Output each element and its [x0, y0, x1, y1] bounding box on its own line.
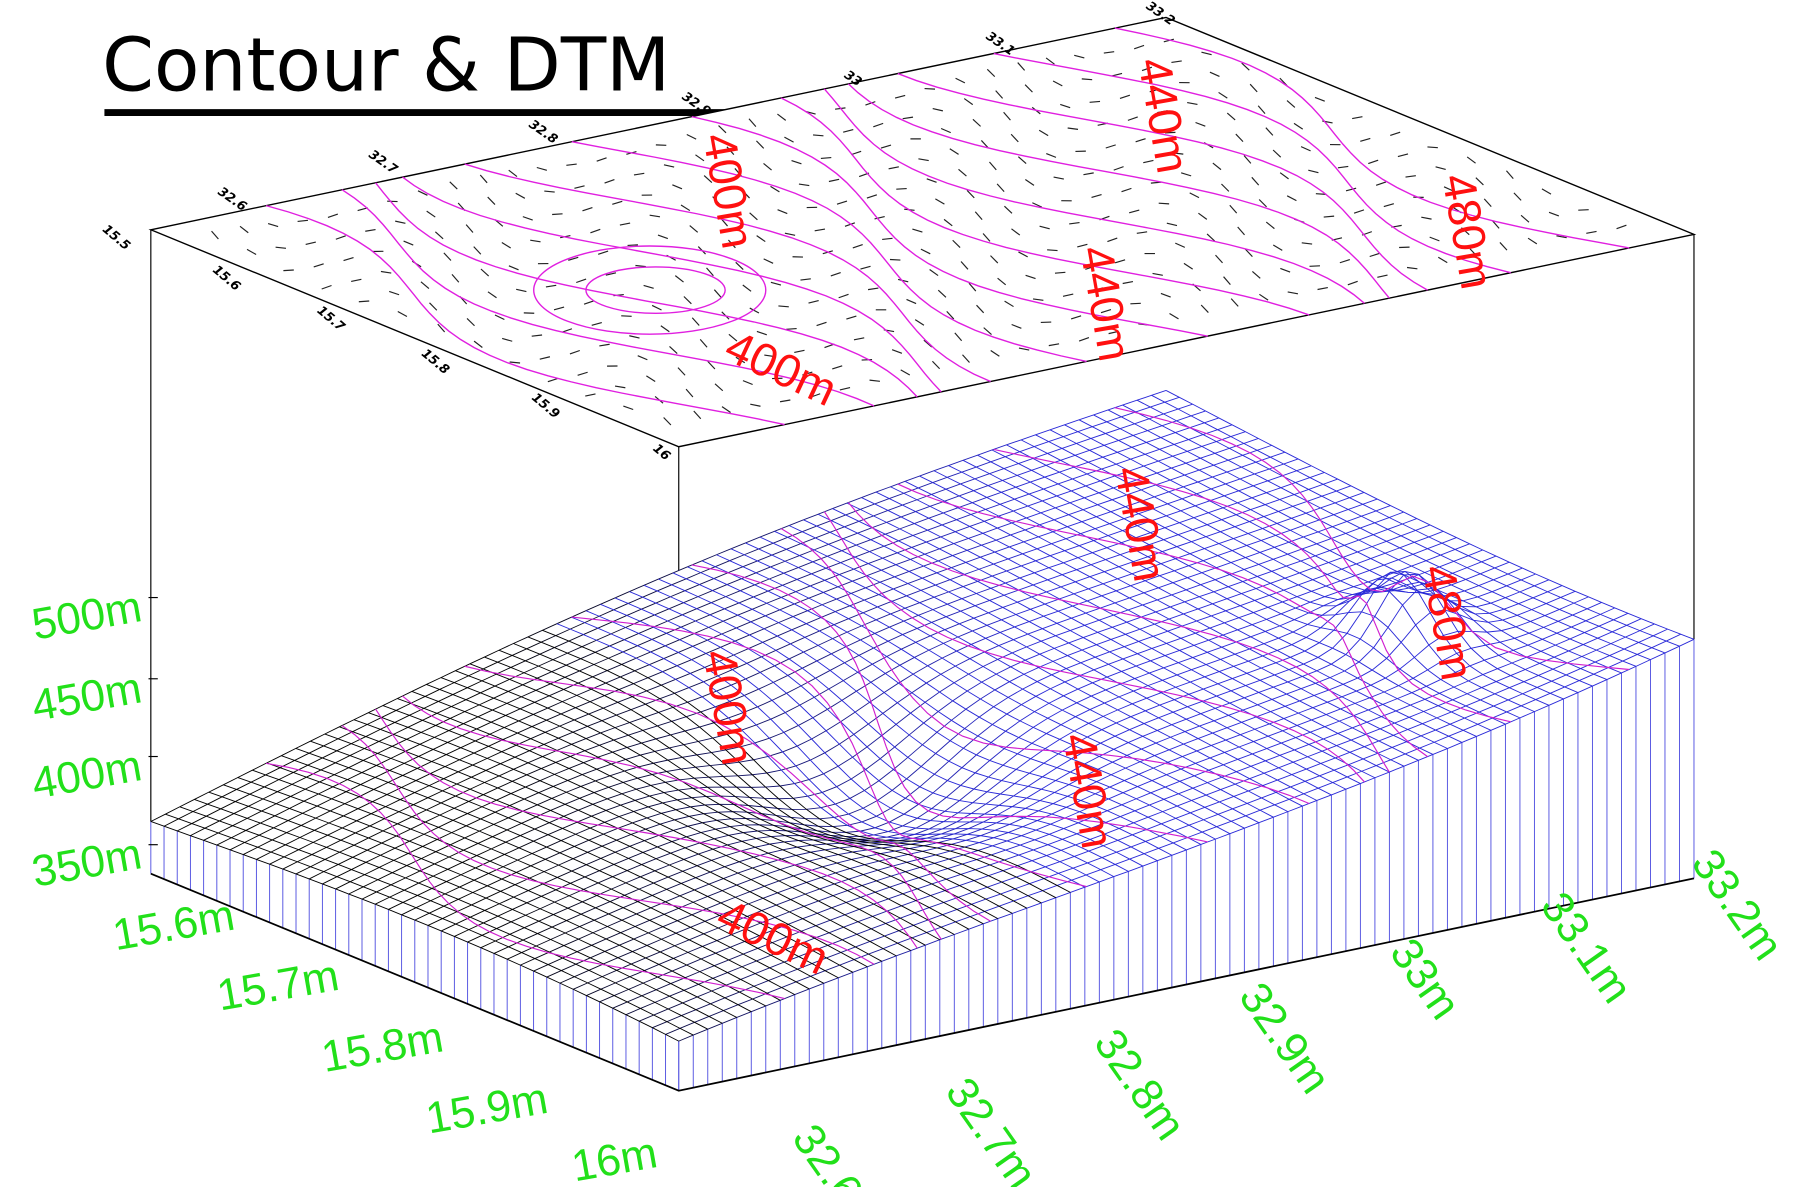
gradient-arrow [552, 214, 562, 215]
z-tick-label: 350m [28, 829, 145, 896]
x-tick-label: 32.9m [1230, 974, 1340, 1102]
z-tick-label: 400m [28, 741, 145, 808]
contour-dtm-figure: Contour & DTM 32.632.732.832.93333.133.2… [0, 0, 1810, 1187]
z-tick-label: 450m [28, 663, 145, 730]
x-tick-label: 32.8m [1085, 1020, 1195, 1148]
title: Contour & DTM [102, 22, 670, 109]
y-tick-label: 15.8m [318, 1012, 447, 1082]
x-tick-label: 32.6m [783, 1116, 893, 1187]
gradient-arrow [890, 260, 900, 261]
gradient-arrow [628, 245, 638, 246]
gradient-arrow [821, 158, 831, 159]
gradient-arrow [1578, 210, 1588, 211]
y-tick-label: 16m [568, 1128, 661, 1187]
gradient-arrow [896, 189, 906, 190]
z-tick-label: 500m [28, 582, 145, 649]
gradient-arrow [786, 329, 796, 330]
gradient-arrow [1159, 203, 1169, 204]
page: Contour & DTM 32.632.732.832.93333.133.2… [0, 0, 1810, 1187]
drawing: 32.632.732.832.93333.133.215.515.615.715… [28, 0, 1792, 1187]
gradient-arrow [1047, 250, 1057, 251]
gradient-arrow [925, 89, 935, 90]
gradient-arrow [1082, 79, 1092, 80]
y-tick-label: 15.6m [109, 891, 238, 961]
gradient-arrow [1427, 147, 1437, 148]
x-tick-label: 33.1m [1531, 884, 1641, 1012]
top-y-tick-label: 15.6 [209, 263, 243, 295]
top-y-tick-label: 15.5 [99, 222, 133, 254]
x-tick-label: 33m [1380, 930, 1469, 1028]
x-tick-label: 32.7m [936, 1069, 1046, 1187]
gradient-arrow [359, 301, 369, 302]
top-x-tick-label: 32.7 [366, 147, 400, 177]
top-x-tick-label: 32.8 [526, 117, 560, 147]
gradient-arrow [283, 270, 293, 271]
top-y-tick-label: 16 [650, 441, 673, 464]
x-tick-label: 33.2m [1682, 841, 1792, 969]
y-tick-label: 15.9m [422, 1074, 551, 1144]
y-tick-label: 15.7m [213, 951, 342, 1021]
